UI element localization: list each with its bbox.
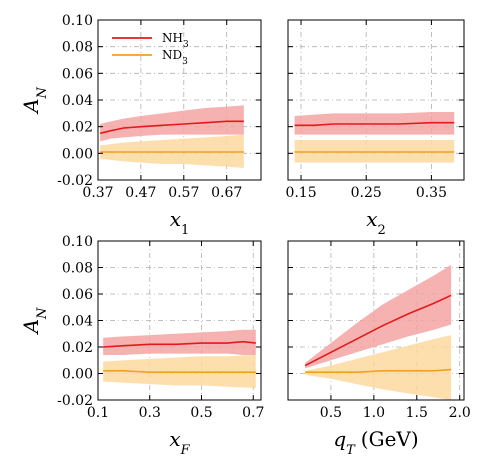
x-axis-label-base: x: [169, 427, 180, 451]
error-band-nd3: [305, 335, 452, 400]
panel-bottom-left: 0.1 0.3 0.5 0.7 -0.02 0.00 0.02 0.04 0.06 0.08 0.1…: [19, 234, 264, 458]
x-axis-label-sub: T: [346, 443, 356, 458]
x-axis-label-sub: F: [180, 443, 191, 458]
x-axis-label-base: q: [333, 427, 346, 451]
x-tick-label: 0.7: [242, 405, 264, 421]
error-band-nh3: [103, 329, 256, 355]
y-tick-label: 0.04: [62, 314, 93, 330]
y-axis-label-base: A: [19, 319, 43, 335]
x-axis-label-sub: 1: [181, 223, 189, 238]
y-tick-label: 0.00: [62, 146, 93, 162]
y-axis-label: AN: [19, 86, 50, 114]
x-tick-label: 0.35: [416, 185, 447, 201]
y-tick-label: 0.06: [62, 66, 93, 82]
y-tick-label: 0.00: [62, 367, 93, 383]
legend-label-base: NH: [162, 31, 183, 45]
legend-label-sub: 3: [183, 40, 189, 50]
legend-label-sub: 3: [182, 57, 188, 67]
series-line-nh3: [294, 121, 455, 127]
x-tick-label: 0.1: [87, 405, 109, 421]
y-axis-label: AN: [19, 307, 50, 335]
x-tick-label: 0.5: [320, 405, 342, 421]
y-tick-label: -0.02: [57, 393, 93, 409]
x-tick-label: 0.67: [211, 185, 242, 201]
x-axis-label-base: x: [170, 207, 181, 231]
x-tick-label: 0.5: [190, 405, 212, 421]
x-tick-label: 2.0: [449, 405, 471, 421]
y-axis-label-sub: N: [35, 86, 50, 99]
x-axis-label-unit: (GeV): [361, 427, 419, 451]
y-axis-label-sub: N: [35, 307, 50, 320]
panel-top-left: 0.37 0.47 0.57 0.67 -0.02 0.00 0.02 0.04 0.06 0.0…: [19, 13, 262, 238]
y-tick-label: 0.06: [62, 287, 93, 303]
x-axis-label: x2: [366, 207, 386, 238]
x-axis-label-base: x: [366, 207, 377, 231]
series-line-nh3: [99, 120, 244, 135]
error-band-nh3: [305, 264, 452, 369]
x-axis-label-sub: 2: [378, 223, 386, 238]
y-tick-label: 0.02: [62, 340, 93, 356]
series-line-nh3: [304, 294, 452, 367]
x-tick-label: 0.57: [168, 185, 199, 201]
y-tick-label: 0.08: [62, 40, 93, 56]
series-line-nd3: [103, 370, 256, 373]
panel-bottom-right: 0.5 1.0 1.5 2.0 qT (GeV): [287, 240, 471, 458]
y-tick-label: -0.02: [57, 173, 93, 189]
x-tick-label: 0.25: [351, 185, 382, 201]
legend-label-nh3: NH3: [162, 31, 189, 50]
x-tick-label: 0.3: [139, 405, 161, 421]
x-tick-label: 1.0: [363, 405, 385, 421]
error-band-nh3: [100, 105, 244, 142]
y-tick-label: 0.10: [62, 234, 93, 250]
x-tick-label: 0.37: [82, 185, 113, 201]
y-tick-label: 0.02: [62, 120, 93, 136]
x-axis-label: qT (GeV): [333, 427, 418, 458]
y-tick-label: 0.10: [62, 13, 93, 29]
x-axis-label: xF: [169, 427, 190, 458]
legend-label-base: ND: [162, 48, 182, 62]
legend-label-nd3: ND3: [162, 48, 188, 67]
series-line-nd3: [305, 368, 452, 373]
series-line-nh3: [103, 340, 256, 348]
x-tick-label: 1.5: [406, 405, 428, 421]
x-tick-label: 0.47: [125, 185, 156, 201]
y-axis-label-base: A: [19, 98, 43, 114]
y-tick-label: 0.04: [62, 93, 93, 109]
y-tick-label: 0.08: [62, 261, 93, 277]
panel-top-right: 0.15 0.25 0.35 x2: [285, 19, 465, 238]
x-axis-label: x1: [170, 207, 190, 238]
x-tick-label: 0.15: [285, 185, 316, 201]
